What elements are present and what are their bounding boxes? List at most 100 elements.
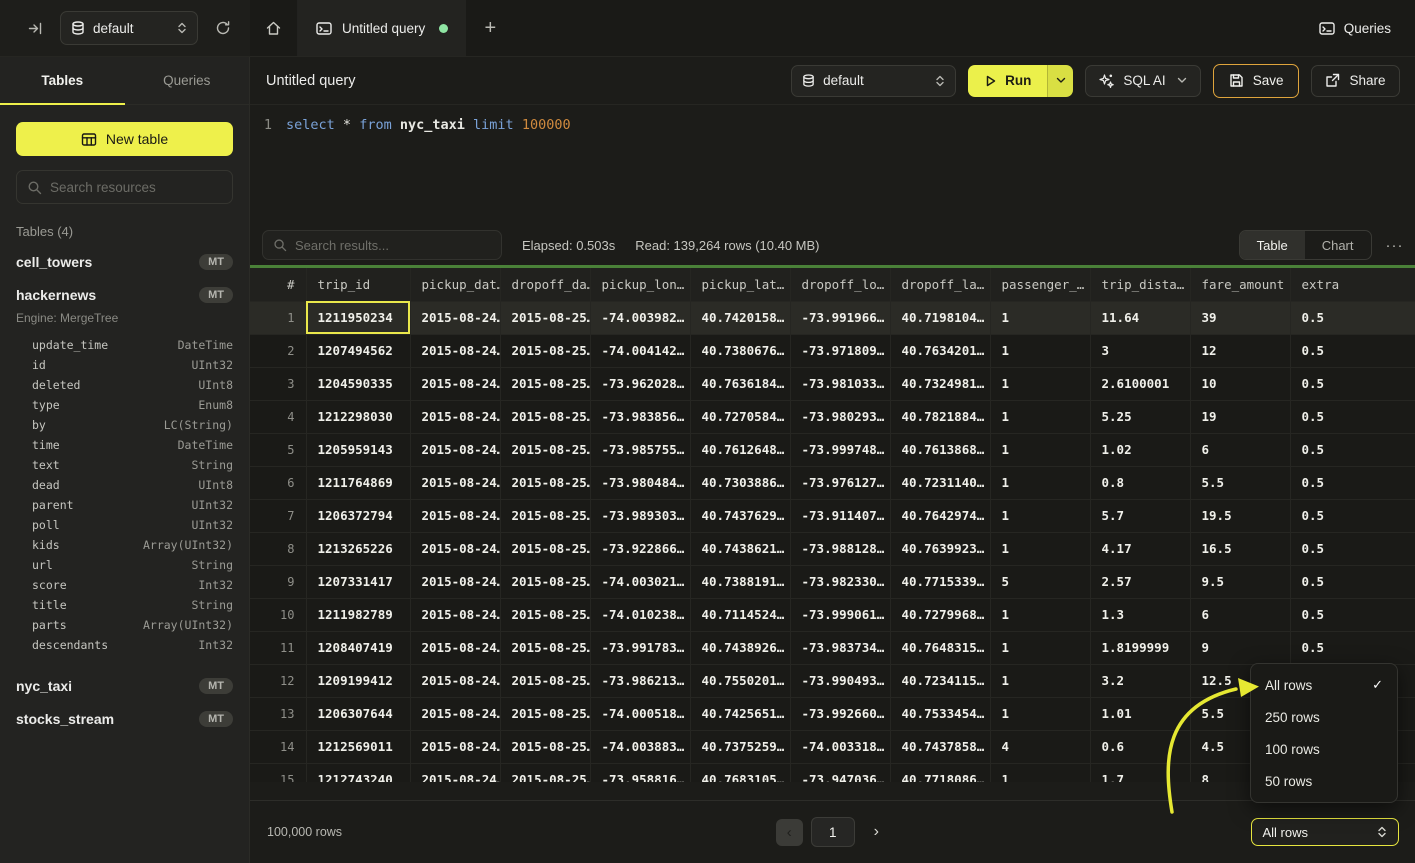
cell[interactable]: -73.999748… bbox=[790, 433, 891, 467]
column-item-url[interactable]: url String bbox=[32, 555, 233, 575]
sql-editor[interactable]: 1 select * from nyc_taxi limit 100000 bbox=[250, 105, 1415, 225]
dropdown-option-all-rows[interactable]: All rows ✓ bbox=[1251, 669, 1397, 701]
cell[interactable]: 0.5 bbox=[1290, 301, 1415, 335]
cell[interactable]: 0.5 bbox=[1290, 400, 1415, 434]
cell[interactable]: 1 bbox=[990, 400, 1091, 434]
cell[interactable]: -73.989303… bbox=[590, 499, 691, 533]
cell[interactable]: 40.7612648… bbox=[690, 433, 791, 467]
cell[interactable]: -73.958816… bbox=[590, 763, 691, 782]
cell[interactable]: 40.7375259… bbox=[690, 730, 791, 764]
cell[interactable]: 40.7642974… bbox=[890, 499, 991, 533]
cell[interactable]: 2015-08-25… bbox=[500, 697, 591, 731]
cell[interactable]: 1213265226 bbox=[306, 532, 411, 566]
save-button[interactable]: Save bbox=[1212, 63, 1300, 98]
cell[interactable]: 1.01 bbox=[1090, 697, 1191, 731]
cell[interactable]: 2.6100001 bbox=[1090, 367, 1191, 401]
cell[interactable]: 1 bbox=[990, 433, 1091, 467]
cell[interactable]: 1 bbox=[990, 697, 1091, 731]
cell[interactable]: 19 bbox=[1190, 400, 1291, 434]
cell[interactable]: 1 bbox=[990, 763, 1091, 782]
cell[interactable]: 1208407419 bbox=[306, 631, 411, 665]
column-item-descendants[interactable]: descendants Int32 bbox=[32, 635, 233, 655]
cell[interactable]: 1212743240 bbox=[306, 763, 411, 782]
cell[interactable]: -73.980293… bbox=[790, 400, 891, 434]
cell[interactable]: 2015-08-24… bbox=[410, 565, 501, 599]
chevron-down-icon[interactable] bbox=[1177, 77, 1187, 84]
sidebar-search-input[interactable] bbox=[50, 179, 222, 195]
cell[interactable]: 2015-08-25… bbox=[500, 400, 591, 434]
cell[interactable]: -73.971809… bbox=[790, 334, 891, 368]
cell[interactable]: 2015-08-25… bbox=[500, 499, 591, 533]
cell[interactable]: -73.985755… bbox=[590, 433, 691, 467]
next-page-button[interactable]: › bbox=[863, 819, 890, 846]
column-header-#[interactable]: # bbox=[250, 268, 307, 302]
page-size-select[interactable]: All rows bbox=[1250, 818, 1399, 846]
share-button[interactable]: Share bbox=[1311, 64, 1400, 97]
cell[interactable]: 5 bbox=[990, 565, 1091, 599]
current-page[interactable]: 1 bbox=[810, 817, 855, 847]
cell[interactable]: 40.7279968… bbox=[890, 598, 991, 632]
cell[interactable]: 39 bbox=[1190, 301, 1291, 335]
cell[interactable]: 1 bbox=[990, 301, 1091, 335]
column-header-trip_id[interactable]: trip_id bbox=[306, 268, 411, 302]
cell[interactable]: -74.010238… bbox=[590, 598, 691, 632]
results-search-input[interactable] bbox=[295, 237, 491, 253]
cell[interactable]: 2015-08-24… bbox=[410, 664, 501, 698]
cell[interactable]: -73.962028… bbox=[590, 367, 691, 401]
column-header-extra[interactable]: extra bbox=[1290, 268, 1415, 302]
refresh-icon[interactable] bbox=[210, 15, 236, 41]
cell[interactable]: 11.64 bbox=[1090, 301, 1191, 335]
cell[interactable]: 40.7550201… bbox=[690, 664, 791, 698]
cell[interactable]: 1 bbox=[990, 631, 1091, 665]
cell[interactable]: 40.7639923… bbox=[890, 532, 991, 566]
cell[interactable]: 40.7270584… bbox=[690, 400, 791, 434]
tab-untitled-query[interactable]: Untitled query bbox=[298, 0, 467, 56]
cell[interactable]: -73.976127… bbox=[790, 466, 891, 500]
view-toggle-chart[interactable]: Chart bbox=[1321, 237, 1354, 253]
column-item-kids[interactable]: kids Array(UInt32) bbox=[32, 535, 233, 555]
cell[interactable]: -74.003883… bbox=[590, 730, 691, 764]
column-header-dropoff_da[interactable]: dropoff_da… bbox=[500, 268, 591, 302]
cell[interactable]: 1 bbox=[990, 532, 1091, 566]
cell[interactable]: 1211950234 bbox=[306, 301, 411, 335]
run-button[interactable]: Run bbox=[968, 64, 1048, 97]
cell[interactable]: 2015-08-24… bbox=[410, 532, 501, 566]
cell[interactable]: 5.25 bbox=[1090, 400, 1191, 434]
more-options-icon[interactable]: ··· bbox=[1385, 236, 1404, 254]
column-header-pickup_lat[interactable]: pickup_lat… bbox=[690, 268, 791, 302]
run-options-button[interactable] bbox=[1047, 64, 1074, 97]
dropdown-option-50-rows[interactable]: 50 rows bbox=[1251, 765, 1397, 797]
cell[interactable]: 0.8 bbox=[1090, 466, 1191, 500]
cell[interactable]: 40.7438621… bbox=[690, 532, 791, 566]
cell[interactable]: 2015-08-24… bbox=[410, 499, 501, 533]
cell[interactable]: -73.988128… bbox=[790, 532, 891, 566]
cell[interactable]: 5.5 bbox=[1190, 466, 1291, 500]
cell[interactable]: 1205959143 bbox=[306, 433, 411, 467]
cell[interactable]: 40.7114524… bbox=[690, 598, 791, 632]
cell[interactable]: 40.7634201… bbox=[890, 334, 991, 368]
cell[interactable]: 40.7420158… bbox=[690, 301, 791, 335]
column-item-type[interactable]: type Enum8 bbox=[32, 395, 233, 415]
cell[interactable]: -73.982330… bbox=[790, 565, 891, 599]
cell[interactable]: -74.000518… bbox=[590, 697, 691, 731]
cell[interactable]: 19.5 bbox=[1190, 499, 1291, 533]
cell[interactable]: 1206307644 bbox=[306, 697, 411, 731]
cell[interactable]: 0.5 bbox=[1290, 631, 1415, 665]
cell[interactable]: 1 bbox=[990, 598, 1091, 632]
cell[interactable]: 40.7324981… bbox=[890, 367, 991, 401]
column-item-deleted[interactable]: deleted UInt8 bbox=[32, 375, 233, 395]
column-item-parent[interactable]: parent UInt32 bbox=[32, 495, 233, 515]
column-header-fare_amount[interactable]: fare_amount bbox=[1190, 268, 1291, 302]
new-table-button[interactable]: New table bbox=[16, 122, 233, 156]
cell[interactable]: 9 bbox=[1190, 631, 1291, 665]
cell[interactable]: 1207331417 bbox=[306, 565, 411, 599]
column-item-dead[interactable]: dead UInt8 bbox=[32, 475, 233, 495]
sql-ai-button[interactable]: SQL AI bbox=[1085, 64, 1201, 97]
cell[interactable]: 1209199412 bbox=[306, 664, 411, 698]
cell[interactable]: 0.5 bbox=[1290, 334, 1415, 368]
cell[interactable]: 16.5 bbox=[1190, 532, 1291, 566]
sidebar-tab-tables[interactable]: Tables bbox=[0, 57, 125, 105]
cell[interactable]: -73.991783… bbox=[590, 631, 691, 665]
cell[interactable]: 0.5 bbox=[1290, 367, 1415, 401]
cell[interactable]: -73.999061… bbox=[790, 598, 891, 632]
